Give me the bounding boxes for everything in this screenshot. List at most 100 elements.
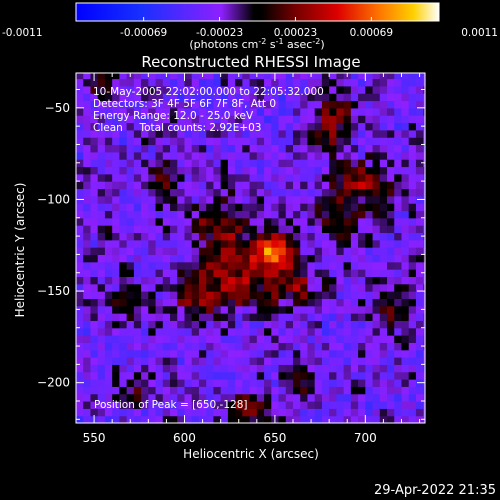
heatmap-cell bbox=[177, 276, 186, 285]
heatmap-cell bbox=[198, 313, 207, 321]
heatmap-cell bbox=[141, 327, 149, 336]
heatmap-cell bbox=[372, 386, 381, 395]
heatmap-cell bbox=[206, 232, 215, 241]
heatmap-cell bbox=[329, 386, 337, 395]
heatmap-cell bbox=[133, 115, 142, 124]
heatmap-cell bbox=[264, 269, 272, 277]
heatmap-cell bbox=[112, 379, 120, 387]
heatmap-cell bbox=[256, 181, 265, 190]
heatmap-cell bbox=[184, 364, 193, 373]
heatmap-cell bbox=[307, 320, 316, 329]
heatmap-cell bbox=[170, 239, 178, 248]
heatmap-cell bbox=[97, 269, 106, 277]
heatmap-cell bbox=[256, 408, 265, 417]
heatmap-cell bbox=[184, 151, 193, 160]
heatmap-cell bbox=[343, 188, 352, 197]
heatmap-cell bbox=[350, 349, 359, 358]
heatmap-cell bbox=[379, 305, 388, 314]
heatmap-cell bbox=[83, 408, 92, 417]
heatmap-cell bbox=[401, 291, 410, 299]
heatmap-cell bbox=[387, 393, 395, 402]
heatmap-cell bbox=[285, 401, 294, 409]
heatmap-cell bbox=[97, 107, 106, 116]
heatmap-cell bbox=[358, 261, 366, 270]
heatmap-cell bbox=[285, 269, 294, 277]
heatmap-cell bbox=[83, 379, 92, 387]
heatmap-cell bbox=[336, 313, 345, 321]
heatmap-cell bbox=[401, 269, 410, 277]
heatmap-cell bbox=[220, 100, 229, 109]
heatmap-cell bbox=[119, 320, 128, 329]
heatmap-cell bbox=[300, 298, 309, 307]
heatmap-cell bbox=[206, 181, 215, 190]
heatmap-cell bbox=[394, 129, 403, 138]
heatmap-cell bbox=[278, 415, 287, 423]
heatmap-cell bbox=[321, 393, 330, 402]
heatmap-cell bbox=[191, 335, 200, 343]
heatmap-cell bbox=[242, 232, 251, 241]
heatmap-cell bbox=[90, 85, 99, 94]
heatmap-cell bbox=[372, 225, 381, 234]
heatmap-cell bbox=[227, 173, 236, 182]
heatmap-cell bbox=[336, 166, 345, 175]
heatmap-cell bbox=[227, 78, 236, 87]
heatmap-cell bbox=[242, 203, 251, 212]
heatmap-cell bbox=[155, 173, 164, 182]
heatmap-cell bbox=[336, 232, 345, 241]
heatmap-cell bbox=[408, 327, 417, 336]
heatmap-cell bbox=[76, 181, 84, 190]
heatmap-cell bbox=[256, 357, 265, 365]
heatmap-cell bbox=[321, 320, 330, 329]
heatmap-cell bbox=[423, 181, 425, 190]
heatmap-cell bbox=[285, 247, 294, 256]
heatmap-cell bbox=[220, 342, 229, 351]
heatmap-cell bbox=[415, 291, 424, 299]
heatmap-cell bbox=[358, 173, 366, 182]
heatmap-cell bbox=[126, 342, 135, 351]
heatmap-cell bbox=[148, 181, 157, 190]
heatmap-cell bbox=[213, 415, 222, 423]
heatmap-cell bbox=[119, 247, 128, 256]
heatmap-cell bbox=[170, 173, 178, 182]
heatmap-cell bbox=[423, 357, 425, 365]
heatmap-cell bbox=[408, 173, 417, 182]
heatmap-cell bbox=[177, 291, 186, 299]
heatmap-cell bbox=[76, 166, 84, 175]
heatmap-cell bbox=[126, 195, 135, 204]
heatmap-cell bbox=[343, 115, 352, 124]
heatmap-cell bbox=[141, 386, 149, 395]
heatmap-cell bbox=[264, 144, 272, 153]
heatmap-cell bbox=[249, 166, 258, 175]
heatmap-cell bbox=[242, 298, 251, 307]
heatmap-cell bbox=[249, 210, 258, 219]
heatmap-cell bbox=[264, 335, 272, 343]
heatmap-cell bbox=[177, 261, 186, 270]
heatmap-cell bbox=[213, 320, 222, 329]
heatmap-cell bbox=[423, 247, 425, 256]
heatmap-cell bbox=[329, 327, 337, 336]
heatmap-cell bbox=[148, 210, 157, 219]
heatmap-cell bbox=[415, 327, 424, 336]
heatmap-cell bbox=[227, 210, 236, 219]
heatmap-cell bbox=[358, 342, 366, 351]
heatmap-cell bbox=[401, 232, 410, 241]
heatmap-cell bbox=[336, 217, 345, 226]
heatmap-cell bbox=[242, 371, 251, 380]
heatmap-cell bbox=[365, 342, 374, 351]
heatmap-cell bbox=[76, 320, 84, 329]
heatmap-cell bbox=[162, 342, 171, 351]
heatmap-cell bbox=[206, 217, 215, 226]
heatmap-cell bbox=[119, 122, 128, 131]
heatmap-cell bbox=[379, 320, 388, 329]
heatmap-cell bbox=[126, 283, 135, 292]
heatmap-cell bbox=[307, 232, 316, 241]
heatmap-cell bbox=[329, 73, 337, 80]
heatmap-cell bbox=[198, 181, 207, 190]
heatmap-cell bbox=[343, 320, 352, 329]
heatmap-cell bbox=[271, 291, 280, 299]
heatmap-cell bbox=[285, 415, 294, 423]
heatmap-cell bbox=[292, 239, 301, 248]
heatmap-cell bbox=[249, 225, 258, 234]
heatmap-cell bbox=[358, 137, 366, 146]
heatmap-cell bbox=[336, 386, 345, 395]
